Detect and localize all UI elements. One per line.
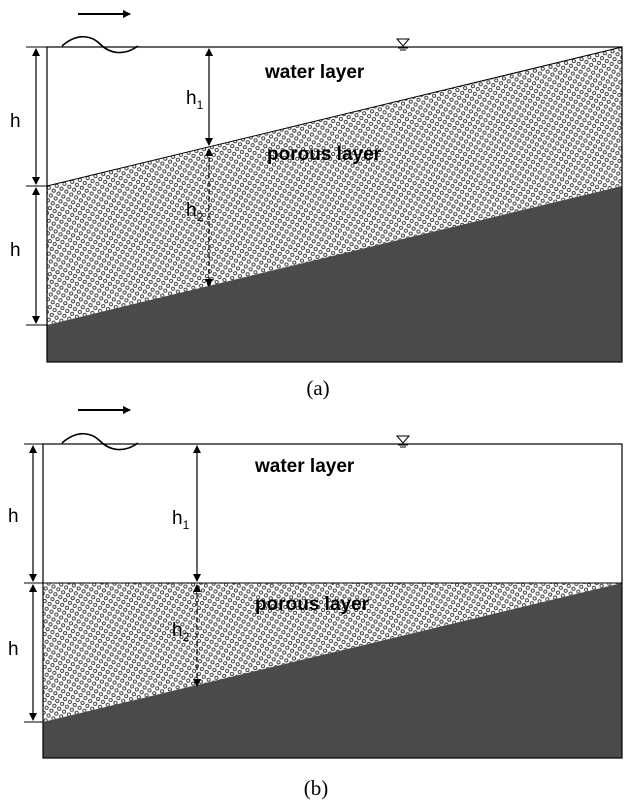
h-upper-label: h (10, 111, 21, 132)
caption-a: (a) (306, 376, 329, 400)
porous-layer-region (47, 47, 622, 325)
h-lower-label: h (8, 639, 19, 660)
h2-label: h2 (172, 620, 190, 644)
wave-icon (61, 35, 139, 54)
h-upper-label: h (8, 506, 19, 527)
porous-layer-label: porous layer (267, 144, 382, 165)
impermeable-bed (43, 583, 622, 758)
h-lower-label: h (10, 240, 21, 261)
porous-layer-label: porous layer (255, 594, 370, 615)
caption-b: (b) (304, 776, 329, 800)
water-surface-icon (395, 38, 411, 51)
impermeable-bed (47, 186, 622, 362)
water-layer-label: water layer (254, 456, 355, 477)
wave-icon (61, 432, 139, 451)
panel-b: h h h1 h2 water layer porous layer (b) (8, 406, 623, 800)
water-layer-label: water layer (264, 62, 365, 83)
domain-frame (42, 443, 623, 759)
panel-a: h h h1 h2 water layer porous layer (a) (10, 10, 623, 400)
h1-label: h1 (186, 88, 204, 112)
domain-frame (46, 46, 623, 363)
porous-top-line (46, 46, 623, 187)
h1-label: h1 (172, 508, 190, 532)
h2-label: h2 (186, 200, 204, 224)
water-surface-icon (395, 435, 411, 448)
